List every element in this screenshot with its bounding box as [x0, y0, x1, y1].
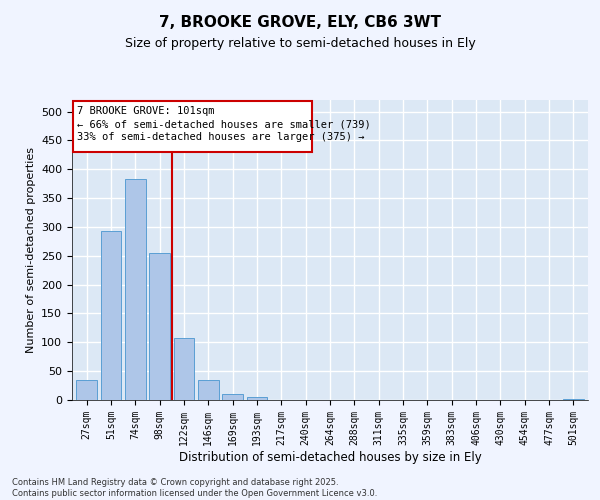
Bar	[76, 380, 97, 400]
Bar	[149, 253, 170, 400]
Text: Size of property relative to semi-detached houses in Ely: Size of property relative to semi-detach…	[125, 38, 475, 51]
Text: Contains HM Land Registry data © Crown copyright and database right 2025.
Contai: Contains HM Land Registry data © Crown c…	[12, 478, 377, 498]
Text: 7 BROOKE GROVE: 101sqm: 7 BROOKE GROVE: 101sqm	[77, 106, 214, 116]
Y-axis label: Number of semi-detached properties: Number of semi-detached properties	[26, 147, 35, 353]
Text: 7, BROOKE GROVE, ELY, CB6 3WT: 7, BROOKE GROVE, ELY, CB6 3WT	[159, 15, 441, 30]
Bar	[101, 231, 121, 400]
Bar	[125, 179, 146, 400]
Bar	[247, 397, 268, 400]
Bar	[222, 394, 243, 400]
Bar	[173, 338, 194, 400]
Text: 33% of semi-detached houses are larger (375) →: 33% of semi-detached houses are larger (…	[77, 132, 364, 142]
X-axis label: Distribution of semi-detached houses by size in Ely: Distribution of semi-detached houses by …	[179, 450, 481, 464]
FancyBboxPatch shape	[73, 101, 312, 152]
Bar	[563, 399, 584, 400]
Text: ← 66% of semi-detached houses are smaller (739): ← 66% of semi-detached houses are smalle…	[77, 119, 371, 129]
Bar	[198, 380, 218, 400]
